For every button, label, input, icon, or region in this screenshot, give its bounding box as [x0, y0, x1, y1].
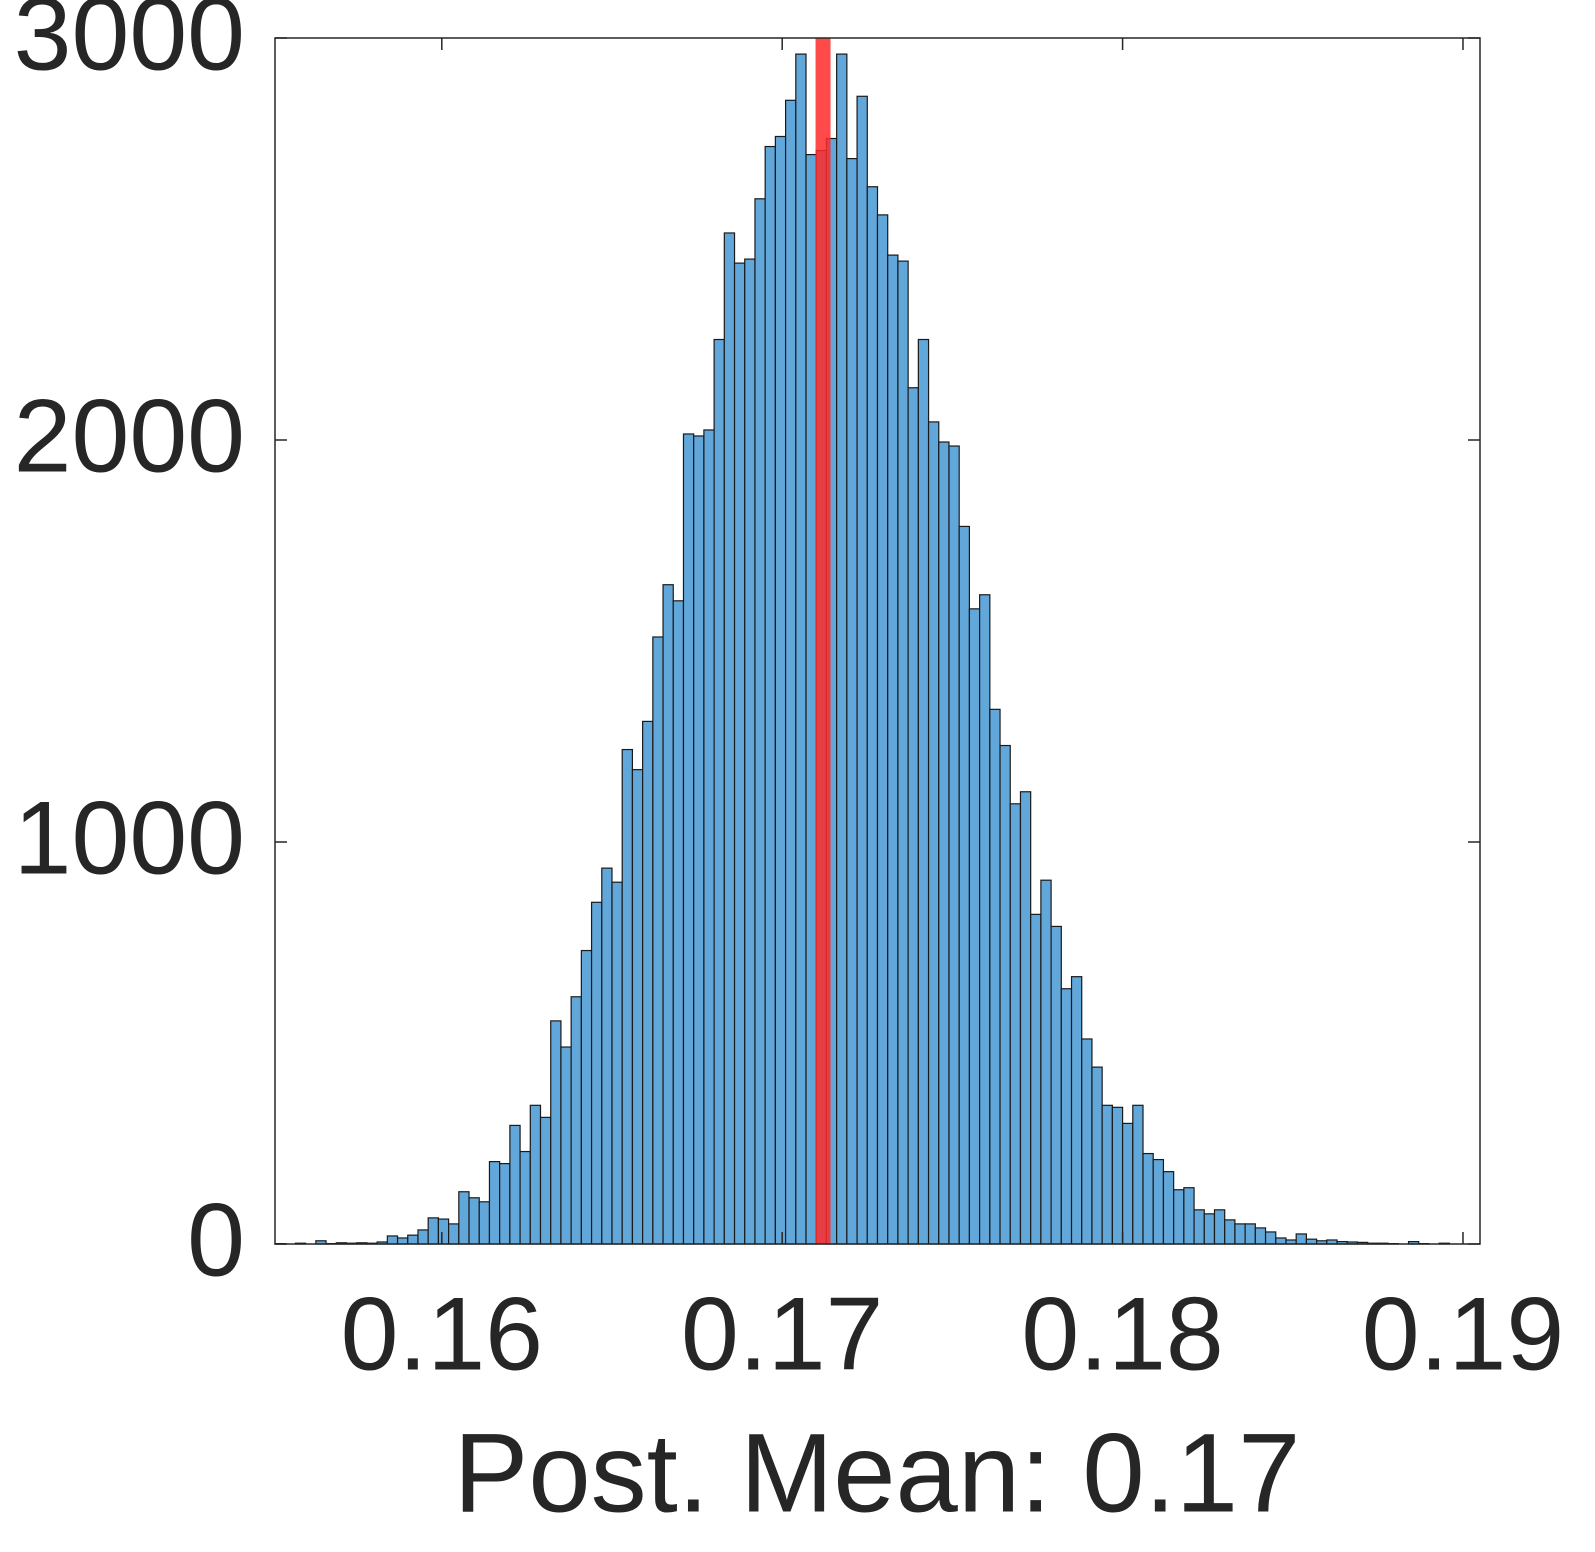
bar [846, 158, 858, 1245]
bar [652, 636, 664, 1245]
bar [621, 748, 634, 1245]
bar [917, 338, 930, 1245]
bar [1264, 1231, 1277, 1245]
bar [907, 387, 919, 1245]
bar [1142, 1152, 1154, 1245]
bar [1162, 1171, 1175, 1245]
bar [509, 1124, 521, 1245]
bar [693, 435, 705, 1245]
x-axis-label: Post. Mean: 0.17 [454, 1411, 1301, 1536]
bar [642, 720, 654, 1245]
bar [989, 708, 1001, 1245]
bar [682, 433, 695, 1245]
bar [958, 525, 971, 1245]
bar [1091, 1066, 1103, 1245]
bar [927, 421, 940, 1245]
bar [897, 260, 909, 1245]
bar [580, 949, 593, 1245]
bar [386, 1235, 399, 1245]
bar [938, 441, 950, 1245]
bar [713, 338, 725, 1245]
y-tick-label: 2000 [14, 378, 245, 494]
bar [1081, 1038, 1093, 1245]
x-tick-label: 0.17 [681, 1276, 883, 1392]
bar [1101, 1104, 1113, 1245]
bar [703, 429, 715, 1245]
bar [570, 996, 582, 1245]
bar [856, 95, 868, 1245]
bar [1203, 1213, 1216, 1245]
bar [407, 1234, 419, 1245]
bar [1234, 1223, 1246, 1245]
y-tick-label: 3000 [14, 0, 245, 92]
bar [458, 1191, 470, 1245]
bar [999, 744, 1011, 1245]
bar [1030, 913, 1042, 1245]
bar [437, 1218, 450, 1245]
x-tick-label: 0.18 [1021, 1276, 1223, 1392]
bar [590, 901, 603, 1245]
bar [1040, 879, 1052, 1245]
bar [427, 1217, 439, 1245]
bar [1193, 1209, 1205, 1245]
bar [1244, 1223, 1256, 1245]
bar [560, 1046, 572, 1245]
bar [836, 53, 848, 1245]
bar [1254, 1227, 1267, 1245]
bar [417, 1229, 429, 1245]
bar [468, 1197, 480, 1245]
bar [396, 1237, 409, 1245]
bar [876, 214, 889, 1245]
y-tick-label: 0 [187, 1182, 245, 1298]
bar [1009, 803, 1022, 1245]
bar [754, 198, 766, 1245]
bar [539, 1116, 552, 1245]
bar [979, 594, 991, 1245]
bar [764, 145, 776, 1245]
bar [1213, 1209, 1226, 1245]
bar [784, 99, 797, 1245]
bar [968, 608, 981, 1245]
bar [1224, 1219, 1236, 1245]
bar [1121, 1122, 1134, 1245]
bar [744, 258, 756, 1245]
bar [499, 1162, 511, 1245]
axes-box [274, 37, 1481, 1245]
bar [1019, 791, 1032, 1245]
bar [631, 769, 644, 1245]
bar [1060, 988, 1073, 1245]
bar [1111, 1106, 1124, 1245]
bar [448, 1223, 460, 1245]
bar [948, 445, 960, 1245]
bar [601, 867, 613, 1245]
bar [1275, 1237, 1287, 1245]
bar [1295, 1233, 1307, 1245]
bar [795, 53, 807, 1245]
bar [1173, 1189, 1185, 1245]
bar [672, 600, 685, 1245]
bar [1070, 976, 1083, 1245]
bar [1152, 1158, 1165, 1245]
bar [611, 881, 623, 1245]
bar [1132, 1104, 1144, 1245]
bar [662, 584, 674, 1245]
x-tick-label: 0.19 [1362, 1276, 1564, 1392]
bar [529, 1104, 542, 1245]
y-tick-label: 1000 [14, 780, 245, 896]
bar [723, 232, 736, 1245]
bar [1050, 925, 1062, 1245]
x-tick-label: 0.16 [341, 1276, 543, 1392]
bar [733, 262, 746, 1245]
bar [774, 135, 787, 1245]
bar [488, 1160, 501, 1245]
bar [478, 1201, 491, 1245]
bar [866, 186, 879, 1245]
bar [805, 153, 817, 1245]
bar [1183, 1187, 1195, 1245]
bar [887, 254, 899, 1245]
bar [550, 1020, 562, 1245]
bar [519, 1150, 531, 1245]
